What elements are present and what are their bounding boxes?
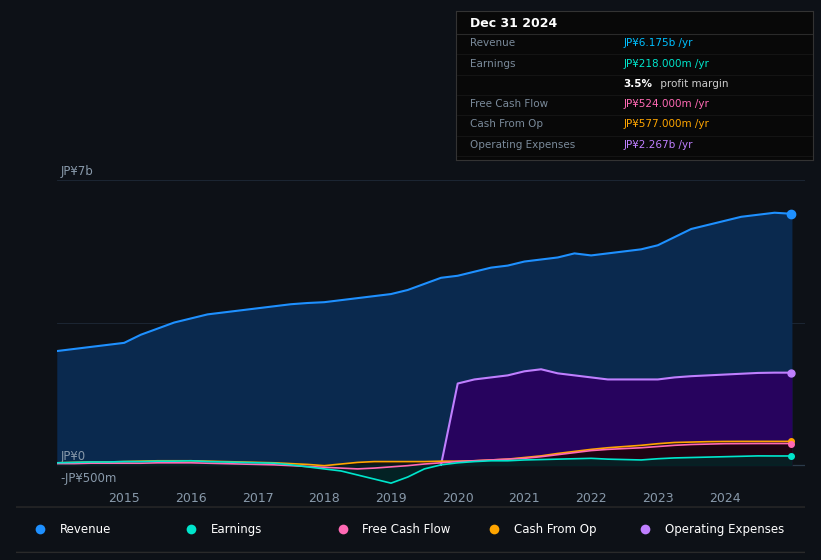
Text: Revenue: Revenue xyxy=(60,522,111,536)
Text: Revenue: Revenue xyxy=(470,38,515,48)
Text: JP¥218.000m /yr: JP¥218.000m /yr xyxy=(623,59,709,69)
Text: JP¥524.000m /yr: JP¥524.000m /yr xyxy=(623,99,709,109)
Text: JP¥7b: JP¥7b xyxy=(61,165,94,178)
Text: 3.5%: 3.5% xyxy=(623,79,653,89)
Text: Free Cash Flow: Free Cash Flow xyxy=(362,522,451,536)
Text: Operating Expenses: Operating Expenses xyxy=(470,140,576,150)
Text: JP¥0: JP¥0 xyxy=(61,450,86,463)
Text: profit margin: profit margin xyxy=(658,79,729,89)
Text: Dec 31 2024: Dec 31 2024 xyxy=(470,17,557,30)
Text: Free Cash Flow: Free Cash Flow xyxy=(470,99,548,109)
Text: -JP¥500m: -JP¥500m xyxy=(61,472,117,485)
Text: Cash From Op: Cash From Op xyxy=(514,522,596,536)
Text: Cash From Op: Cash From Op xyxy=(470,119,543,129)
Text: Earnings: Earnings xyxy=(211,522,263,536)
Text: Earnings: Earnings xyxy=(470,59,516,69)
Text: Operating Expenses: Operating Expenses xyxy=(665,522,784,536)
Text: JP¥577.000m /yr: JP¥577.000m /yr xyxy=(623,119,709,129)
Text: JP¥6.175b /yr: JP¥6.175b /yr xyxy=(623,38,693,48)
Text: JP¥2.267b /yr: JP¥2.267b /yr xyxy=(623,140,693,150)
